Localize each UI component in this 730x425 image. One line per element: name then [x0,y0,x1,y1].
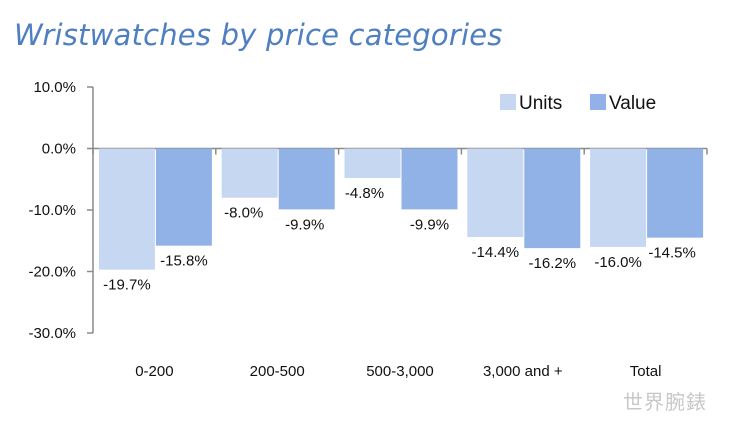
legend-label-units: Units [519,93,562,114]
data-label: -15.8% [160,253,208,270]
bar-units [590,148,647,247]
legend-swatch-units [500,94,516,110]
bar-units [467,148,524,238]
data-label: -16.0% [594,254,642,271]
x-category-label: 500-3,000 [366,363,434,380]
bar-value [155,148,212,246]
bar-value [401,148,458,210]
bar-units [344,148,401,179]
y-tick-label: -30.0% [28,325,76,342]
chart-title: Wristwatches by price categories [14,18,503,52]
chart-data-labels: -19.7% -8.0% -4.8% -14.4% -16.0% -15.8% -9.9% -… [103,185,696,294]
bar-value [278,148,335,210]
watermark-logo: 世界腕錶 [623,390,707,414]
data-label: -8.0% [224,205,263,222]
data-label: -14.4% [472,244,520,261]
y-tick-label: 10.0% [33,79,76,96]
legend-swatch-value [590,94,606,110]
y-tick-label: -20.0% [28,264,76,281]
x-category-label: 3,000 and + [483,363,563,380]
chart-legend: Units Value [500,93,656,114]
data-label: -14.5% [648,245,696,262]
y-tick-label: 0.0% [42,141,76,158]
bar-units [98,148,155,270]
x-category-label: 200-500 [250,363,305,380]
x-category-label: Total [630,363,662,380]
data-label: -9.9% [410,216,449,233]
x-category-label: 0-200 [135,363,173,380]
data-label: -4.8% [345,185,384,202]
data-label: -19.7% [103,277,151,294]
bar-units [221,148,278,198]
legend-label-value: Value [609,93,656,114]
bar-value [647,148,704,238]
data-label: -16.2% [529,255,577,272]
chart-bars [98,148,704,270]
bar-value [524,148,581,249]
data-label: -9.9% [285,216,324,233]
y-tick-label: -10.0% [28,202,76,219]
